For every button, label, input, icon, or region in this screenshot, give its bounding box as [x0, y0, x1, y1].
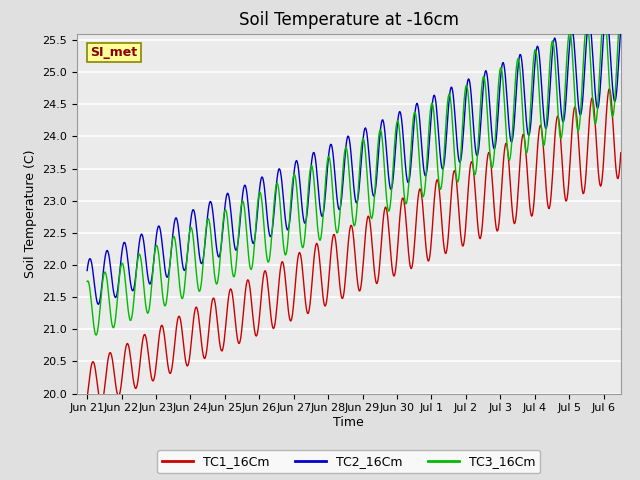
X-axis label: Time: Time — [333, 416, 364, 429]
Text: SI_met: SI_met — [90, 46, 138, 59]
Title: Soil Temperature at -16cm: Soil Temperature at -16cm — [239, 11, 459, 29]
Legend: TC1_16Cm, TC2_16Cm, TC3_16Cm: TC1_16Cm, TC2_16Cm, TC3_16Cm — [157, 450, 540, 473]
Y-axis label: Soil Temperature (C): Soil Temperature (C) — [24, 149, 36, 278]
